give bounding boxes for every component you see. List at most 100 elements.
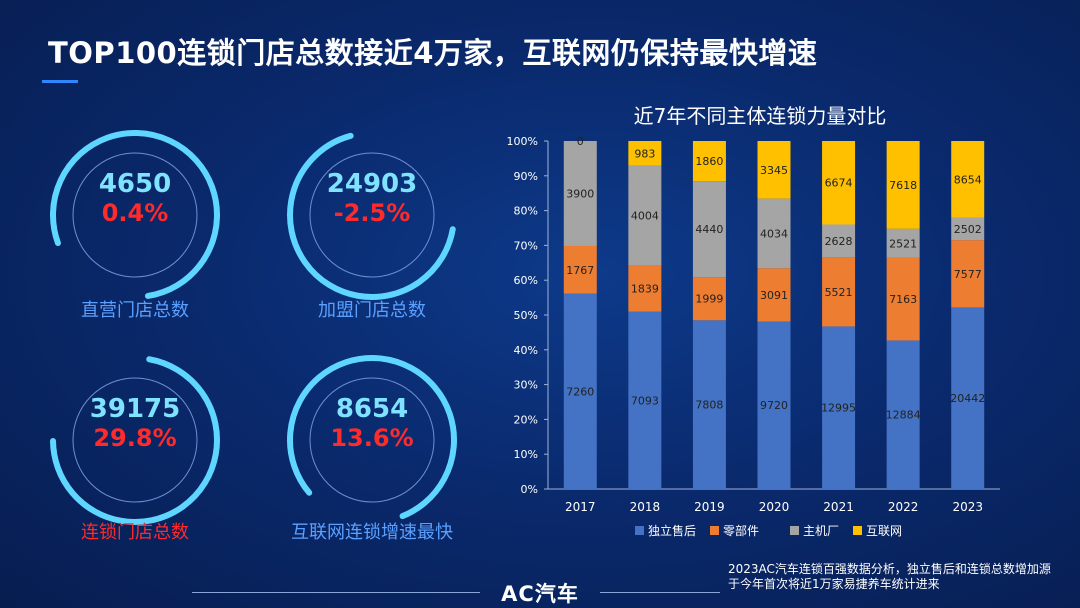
y-tick-label: 90%: [514, 170, 538, 183]
y-tick-label: 40%: [514, 344, 538, 357]
kpi-direct-stores: 4650 0.4%: [35, 115, 235, 315]
legend-swatch: [710, 526, 719, 535]
kpi-chain-stores: 39175 29.8%: [35, 340, 235, 540]
bar-segment: [757, 198, 791, 269]
y-tick-label: 0%: [521, 483, 538, 496]
bar-segment: [628, 141, 662, 166]
data-label: 7808: [695, 399, 723, 412]
bar-segment: [951, 307, 985, 489]
data-label: 12995: [821, 402, 856, 415]
kpi-franchise-stores: 24903 -2.5%: [272, 115, 472, 315]
data-label: 4004: [631, 210, 659, 223]
data-label: 7577: [954, 268, 982, 281]
kpi-label: 直营门店总数: [81, 300, 189, 321]
data-label: 1860: [695, 155, 723, 168]
footer-note: 2023AC汽车连锁百强数据分析，独立售后和连锁总数增加源于今年首次将近1万家易…: [728, 562, 1051, 591]
data-label: 4034: [760, 227, 788, 240]
bar-segment: [628, 311, 662, 489]
bar-segment: [757, 321, 791, 489]
title-underline: [42, 80, 78, 83]
x-tick-label: 2017: [565, 500, 596, 514]
data-label: 1999: [695, 293, 723, 306]
data-label: 983: [634, 147, 655, 160]
legend-label: 独立售后: [648, 523, 696, 538]
x-tick-label: 2019: [694, 500, 725, 514]
kpi-ring: [287, 130, 457, 300]
kpi-ring: [286, 355, 457, 525]
data-label: 3091: [760, 289, 788, 302]
bar-segment: [563, 293, 597, 489]
kpi-change: 13.6%: [330, 424, 414, 452]
data-label: 2628: [825, 235, 853, 248]
data-label: 1767: [566, 264, 594, 277]
bar-segment: [822, 224, 856, 258]
ring-track: [309, 377, 435, 503]
data-label: 7163: [889, 293, 917, 306]
legend-label: 互联网: [866, 524, 902, 538]
kpi-change: -2.5%: [333, 199, 411, 227]
bar-segment: [951, 141, 985, 218]
legend-swatch: [853, 526, 862, 535]
data-label: 20442: [950, 392, 985, 405]
ring-arc: [287, 130, 457, 300]
y-tick-label: 30%: [514, 379, 538, 392]
bar-segment: [822, 326, 856, 489]
y-tick-label: 100%: [507, 135, 538, 148]
data-label: 3900: [566, 187, 594, 200]
bar-segment: [886, 340, 920, 489]
kpi-label: 互联网连锁增速最快: [291, 522, 453, 543]
data-label: 7618: [889, 179, 917, 192]
kpi-label: 加盟门店总数: [318, 300, 426, 321]
data-label: 3345: [760, 164, 788, 177]
y-tick-label: 50%: [514, 309, 538, 322]
kpi-ring: [49, 129, 220, 300]
kpi-change: 0.4%: [101, 199, 169, 227]
bar-segment: [563, 245, 597, 294]
x-tick-label: 2018: [630, 500, 661, 514]
kpi-change: 29.8%: [93, 424, 177, 452]
kpi-value: 24903: [326, 169, 418, 199]
data-label: 1839: [631, 283, 659, 296]
ring-arc: [49, 129, 220, 300]
bar-segment: [628, 165, 662, 266]
bar-segment: [886, 257, 920, 341]
data-label: 5521: [825, 286, 853, 299]
bar-segment: [757, 268, 791, 322]
ring-track: [72, 377, 198, 503]
y-tick-label: 80%: [514, 205, 538, 218]
footer-line-right: [600, 592, 720, 593]
ring-arc: [286, 355, 457, 525]
legend-swatch: [635, 526, 644, 535]
bar-segment: [886, 228, 920, 258]
kpi-ring: [50, 355, 220, 525]
page-title: TOP100连锁门店总数接近4万家，互联网仍保持最快增速: [48, 36, 818, 70]
bar-segment: [757, 141, 791, 199]
bar-segment: [951, 217, 985, 241]
kpi-value: 4650: [98, 169, 172, 199]
kpi-value: 39175: [89, 394, 181, 424]
data-label: 4440: [695, 223, 723, 236]
ring-track: [309, 152, 435, 278]
bar-segment: [822, 141, 856, 225]
bar-segment: [692, 181, 726, 278]
data-label: 7260: [566, 385, 594, 398]
data-label: 2521: [889, 237, 917, 250]
kpi-internet-chain: 8654 13.6%: [272, 340, 472, 540]
footer-line-left: [192, 592, 480, 593]
data-label: 0: [577, 135, 584, 148]
y-tick-label: 20%: [514, 413, 538, 426]
y-tick-label: 70%: [514, 239, 538, 252]
data-label: 8654: [954, 173, 982, 186]
ring-track: [72, 152, 198, 278]
bar-segment: [822, 257, 856, 327]
x-tick-label: 2020: [759, 500, 790, 514]
x-tick-label: 2022: [888, 500, 919, 514]
kpi-value: 8654: [335, 394, 409, 424]
data-label: 9720: [760, 399, 788, 412]
bar-segment: [951, 240, 985, 308]
brand-logo: AC汽车: [501, 582, 579, 606]
bar-segment: [692, 320, 726, 489]
x-tick-label: 2021: [823, 500, 854, 514]
bar-segment: [692, 141, 726, 182]
y-tick-label: 60%: [514, 274, 538, 287]
